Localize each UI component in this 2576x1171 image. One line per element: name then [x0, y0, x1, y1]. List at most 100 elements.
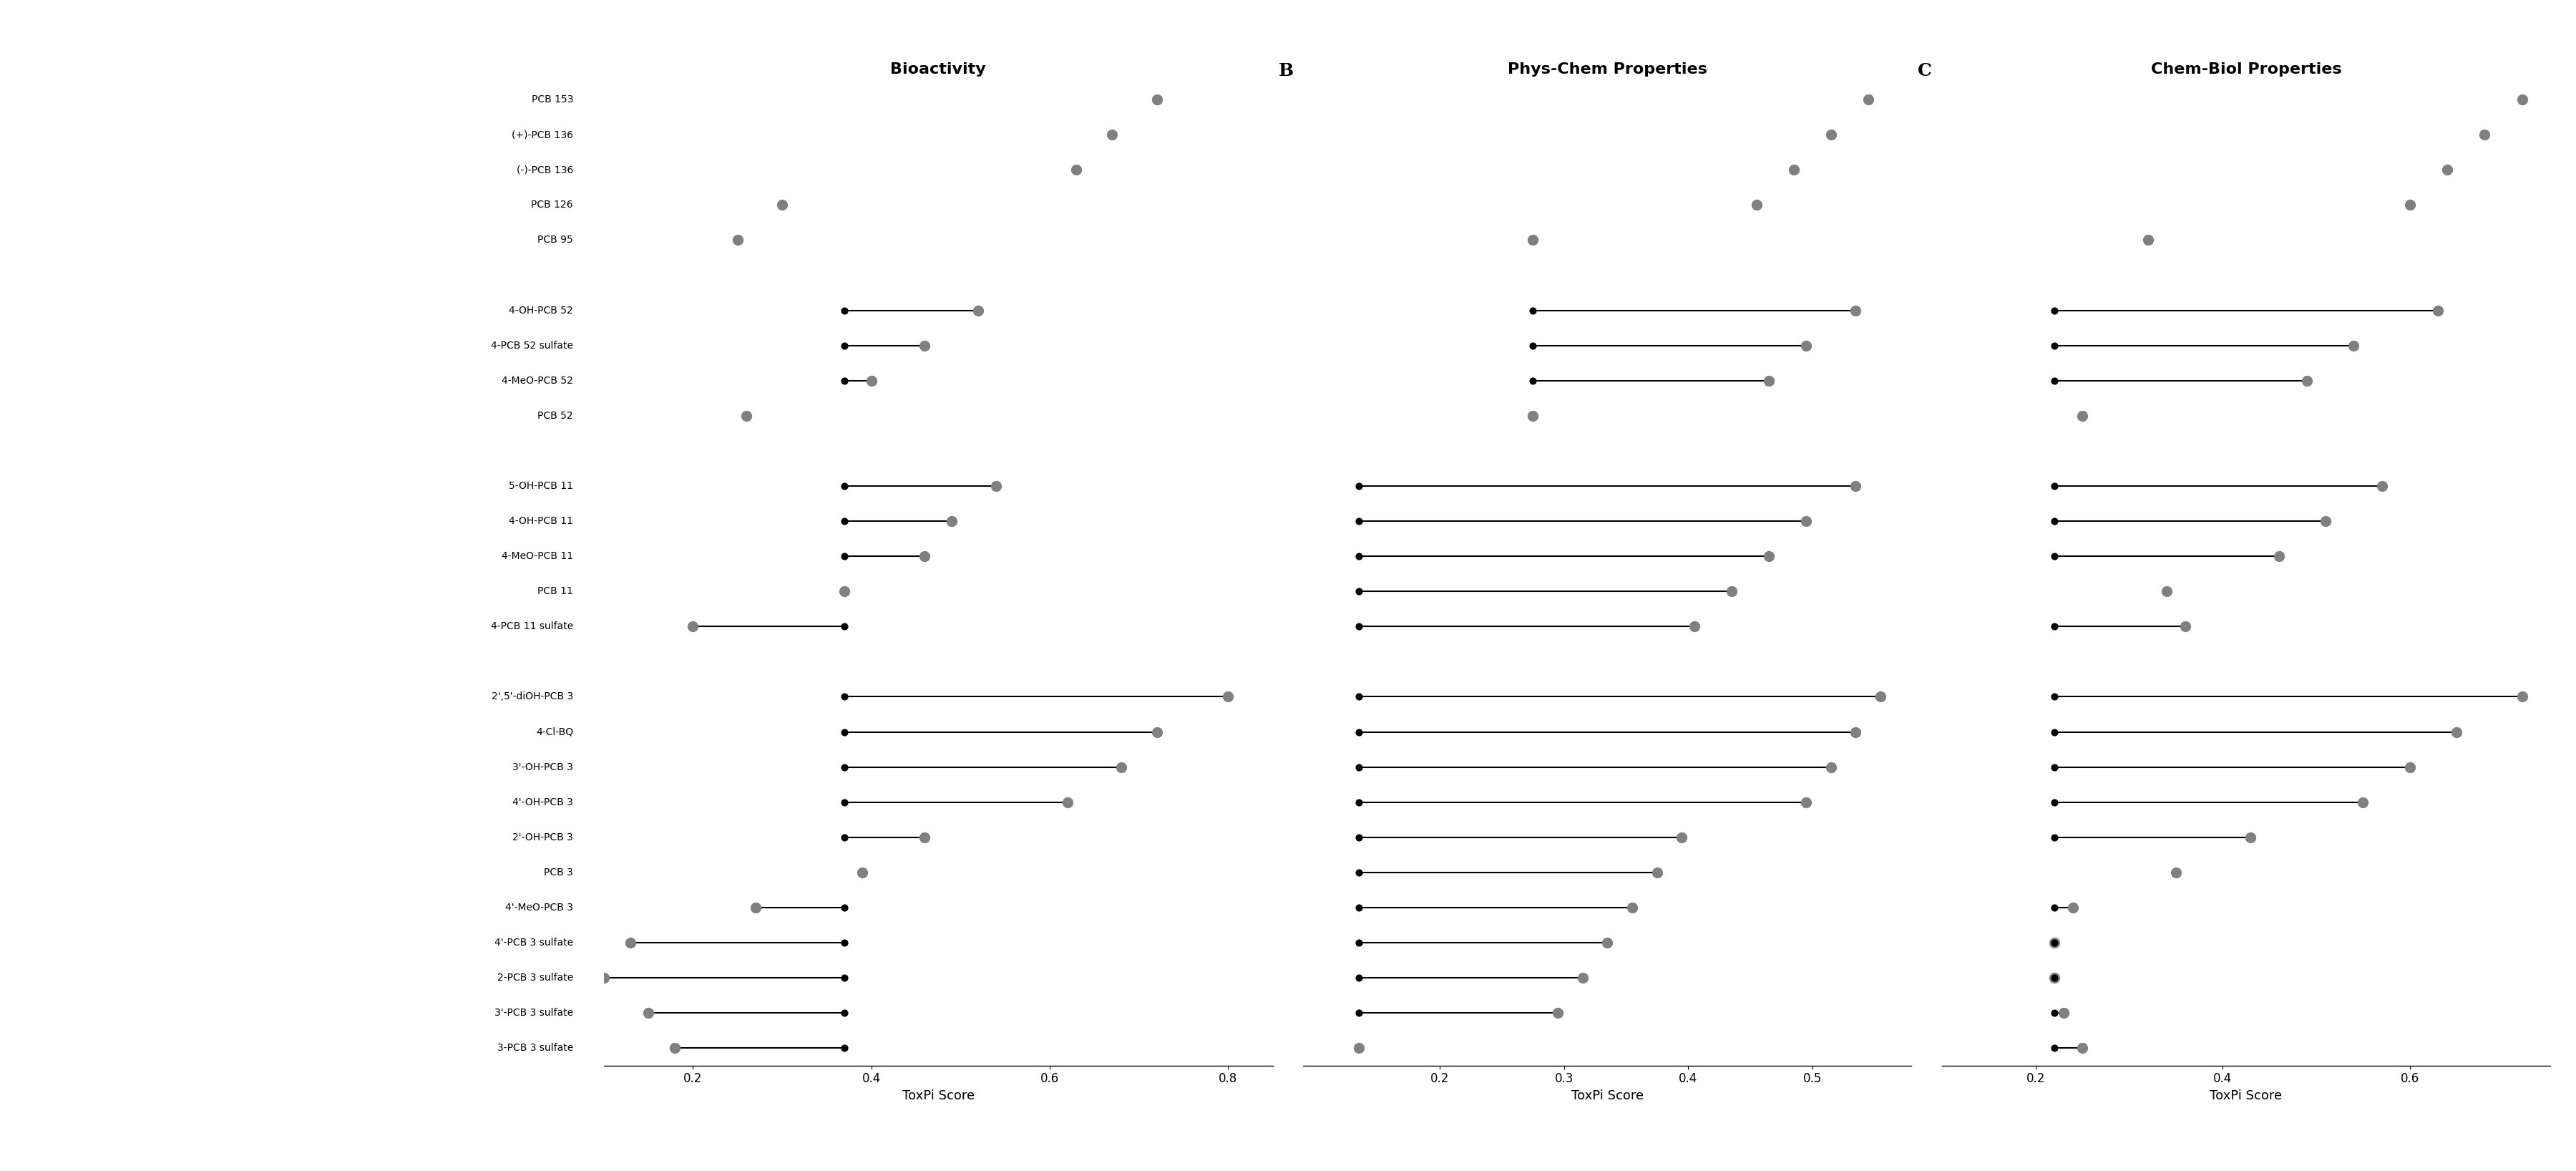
- Point: [1340, 512, 1381, 530]
- Point: [2146, 582, 2187, 601]
- Text: 4-OH-PCB 11: 4-OH-PCB 11: [510, 516, 574, 526]
- Point: [1636, 863, 1677, 882]
- Point: [2465, 125, 2506, 144]
- Point: [2156, 863, 2197, 882]
- Point: [1512, 301, 1553, 320]
- Point: [1100, 758, 1141, 776]
- Point: [824, 1004, 866, 1022]
- Point: [1785, 512, 1826, 530]
- Text: C: C: [1917, 62, 1932, 80]
- Point: [734, 898, 775, 917]
- Point: [1092, 125, 1133, 144]
- Point: [2032, 723, 2074, 741]
- Point: [824, 371, 866, 390]
- Point: [2032, 1004, 2074, 1022]
- Point: [1785, 336, 1826, 355]
- Text: 5-OH-PCB 11: 5-OH-PCB 11: [510, 481, 574, 491]
- Point: [762, 196, 804, 214]
- Point: [1340, 933, 1381, 952]
- Point: [824, 1039, 866, 1057]
- Point: [1538, 1004, 1579, 1022]
- Point: [1834, 477, 1875, 495]
- Point: [2391, 758, 2432, 776]
- Text: 4-PCB 11 sulfate: 4-PCB 11 sulfate: [492, 622, 574, 631]
- Text: 4-MeO-PCB 52: 4-MeO-PCB 52: [502, 376, 574, 385]
- Point: [2032, 301, 2074, 320]
- Point: [2128, 231, 2169, 249]
- Point: [2032, 1039, 2074, 1057]
- Point: [2164, 617, 2205, 636]
- Point: [2032, 933, 2074, 952]
- Text: 3'-PCB 3 sulfate: 3'-PCB 3 sulfate: [495, 1008, 574, 1018]
- Text: 4'-PCB 3 sulfate: 4'-PCB 3 sulfate: [495, 938, 574, 947]
- Point: [2427, 160, 2468, 179]
- Point: [2032, 687, 2074, 706]
- Point: [1785, 793, 1826, 812]
- Point: [2032, 933, 2074, 952]
- Point: [1340, 582, 1381, 601]
- Point: [2061, 1039, 2102, 1057]
- Point: [2032, 547, 2074, 566]
- Point: [2053, 898, 2094, 917]
- Point: [958, 301, 999, 320]
- Point: [1340, 793, 1381, 812]
- Point: [2287, 371, 2329, 390]
- Point: [850, 371, 891, 390]
- Text: PCB 126: PCB 126: [531, 200, 574, 210]
- Point: [1046, 793, 1087, 812]
- Point: [824, 933, 866, 952]
- Point: [1340, 1004, 1381, 1022]
- Point: [2032, 512, 2074, 530]
- X-axis label: ToxPi Score: ToxPi Score: [902, 1089, 974, 1102]
- Point: [824, 793, 866, 812]
- X-axis label: ToxPi Score: ToxPi Score: [2210, 1089, 2282, 1102]
- Text: 2-PCB 3 sulfate: 2-PCB 3 sulfate: [497, 973, 574, 982]
- Point: [1512, 406, 1553, 425]
- Text: 3-PCB 3 sulfate: 3-PCB 3 sulfate: [497, 1043, 574, 1053]
- Point: [1056, 160, 1097, 179]
- Point: [726, 406, 768, 425]
- Point: [824, 336, 866, 355]
- Point: [1136, 723, 1177, 741]
- Point: [904, 336, 945, 355]
- Point: [1561, 968, 1602, 987]
- Point: [1860, 687, 1901, 706]
- Point: [1136, 90, 1177, 109]
- Point: [1340, 863, 1381, 882]
- Point: [1736, 196, 1777, 214]
- Point: [1340, 828, 1381, 847]
- Point: [1749, 371, 1790, 390]
- Point: [2043, 1004, 2084, 1022]
- Point: [1340, 723, 1381, 741]
- Point: [2362, 477, 2403, 495]
- Point: [1340, 547, 1381, 566]
- Title: Bioactivity: Bioactivity: [891, 62, 987, 77]
- Point: [2032, 898, 2074, 917]
- Point: [2032, 477, 2074, 495]
- Text: 4-PCB 52 sulfate: 4-PCB 52 sulfate: [492, 341, 574, 350]
- Point: [2501, 90, 2543, 109]
- Text: 4-MeO-PCB 11: 4-MeO-PCB 11: [502, 552, 574, 561]
- Point: [2032, 758, 2074, 776]
- Point: [2501, 687, 2543, 706]
- Point: [1749, 547, 1790, 566]
- Text: 3'-OH-PCB 3: 3'-OH-PCB 3: [513, 762, 574, 772]
- Point: [1811, 758, 1852, 776]
- Point: [2032, 968, 2074, 987]
- Point: [976, 477, 1018, 495]
- Point: [824, 582, 866, 601]
- Text: PCB 3: PCB 3: [544, 868, 574, 877]
- Point: [1512, 336, 1553, 355]
- Text: B: B: [1278, 62, 1293, 80]
- Text: 4-Cl-BQ: 4-Cl-BQ: [536, 727, 574, 737]
- Point: [930, 512, 971, 530]
- Point: [2032, 336, 2074, 355]
- Point: [582, 968, 623, 987]
- Point: [824, 617, 866, 636]
- Point: [2437, 723, 2478, 741]
- Point: [1340, 898, 1381, 917]
- Point: [611, 933, 652, 952]
- Point: [824, 301, 866, 320]
- Point: [824, 512, 866, 530]
- Point: [1340, 477, 1381, 495]
